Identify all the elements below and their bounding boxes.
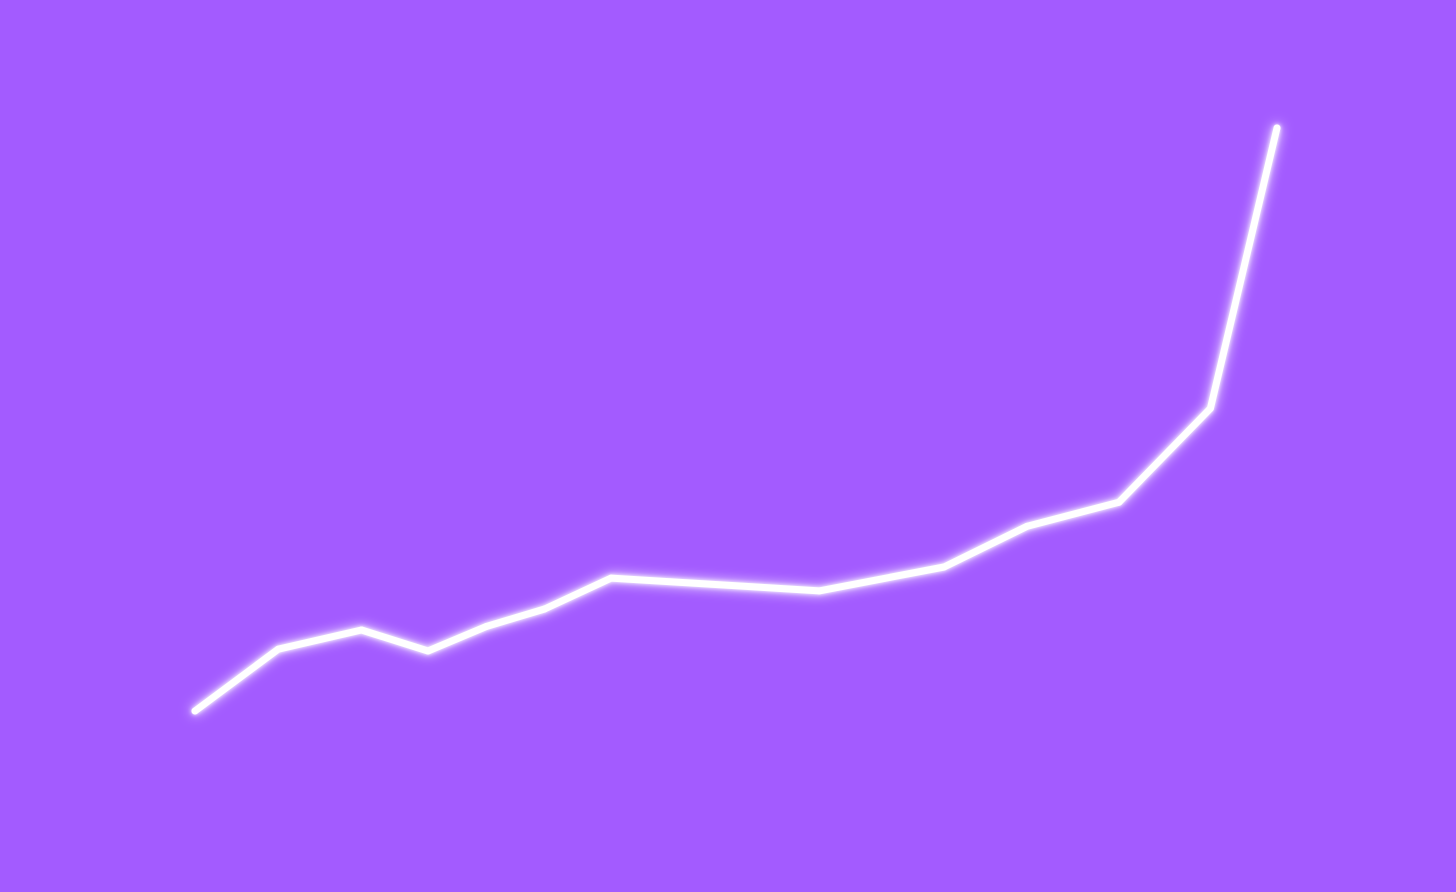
- data-point: [358, 626, 365, 634]
- data-point: [815, 587, 823, 595]
- data-point: [274, 645, 282, 653]
- data-point: [424, 647, 432, 655]
- data-point: [541, 605, 549, 613]
- series-layer: [191, 124, 1281, 715]
- data-point: [1273, 124, 1281, 132]
- data-point: [1115, 498, 1123, 506]
- data-point: [607, 574, 615, 582]
- series-line: [191, 124, 1281, 715]
- data-point: [940, 563, 948, 571]
- data-point: [1023, 522, 1031, 530]
- data-point: [191, 707, 199, 715]
- data-point: [1206, 404, 1214, 412]
- data-point: [482, 623, 490, 630]
